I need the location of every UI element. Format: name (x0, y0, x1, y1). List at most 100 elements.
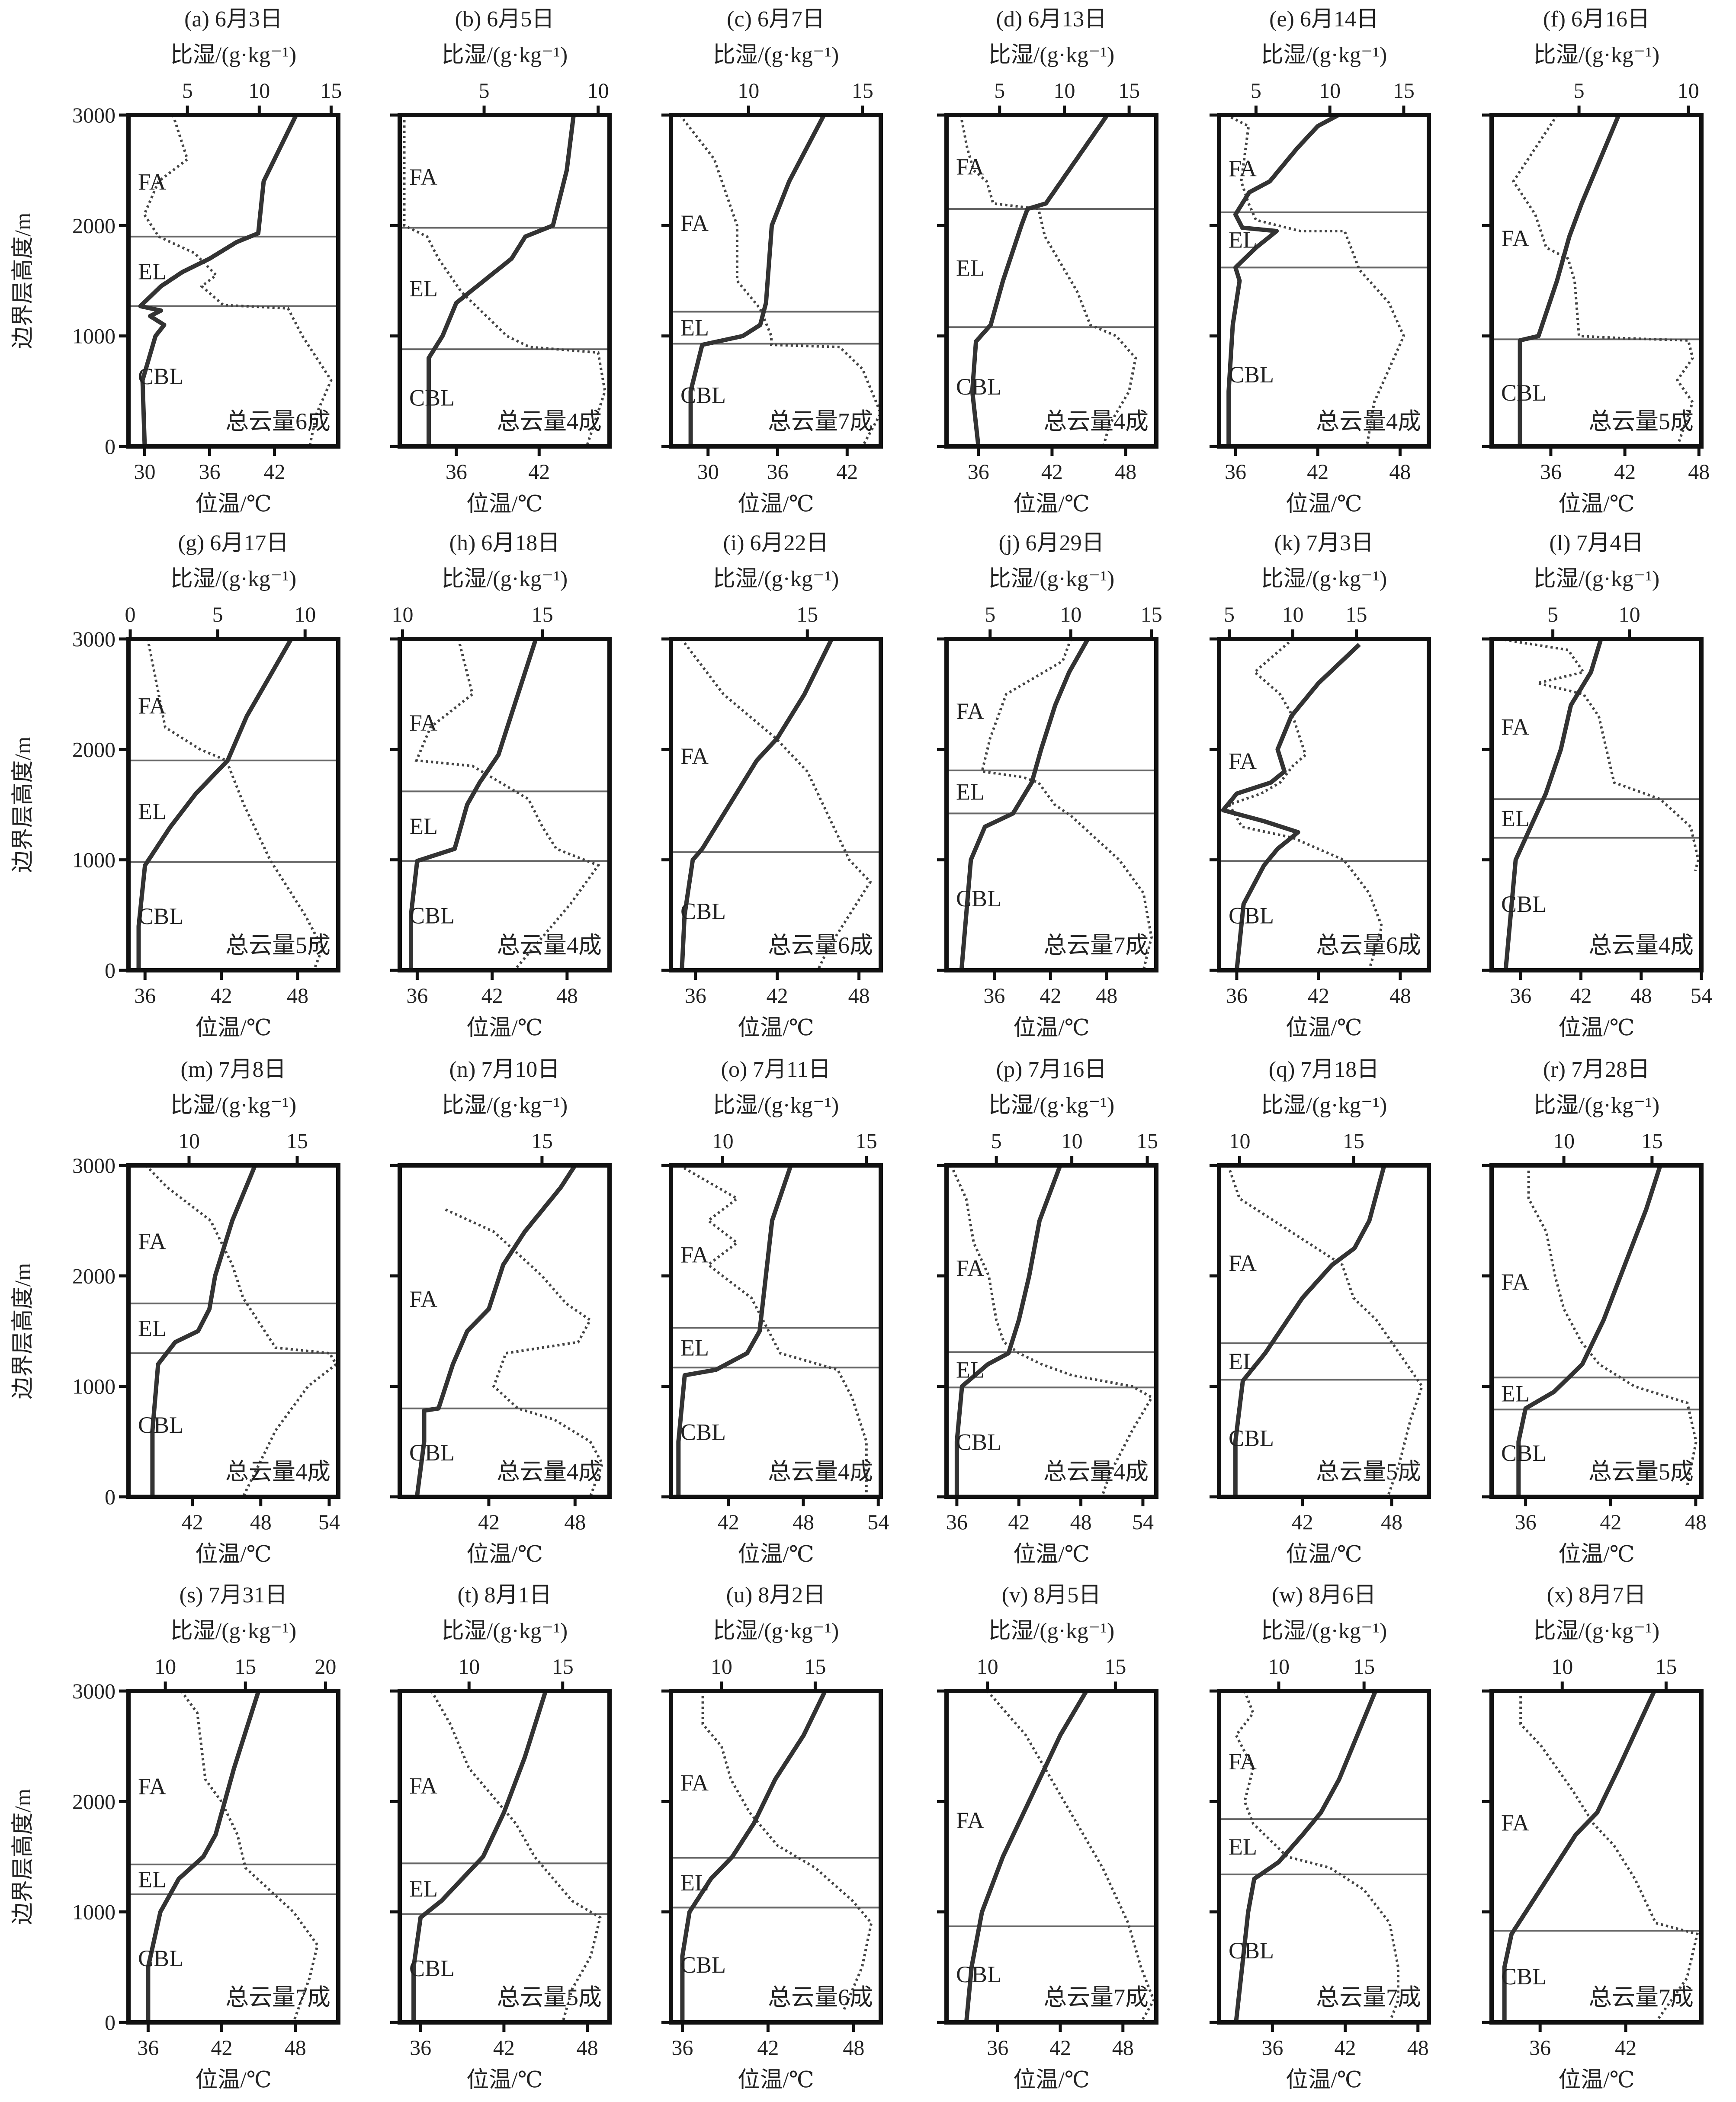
top-tick-label: 15 (1343, 1129, 1364, 1153)
bottom-tick-label: 36 (767, 459, 789, 484)
panel-title: (h) 6月18日 (449, 531, 560, 555)
top-tick-label: 10 (1060, 602, 1081, 626)
plot-frame (398, 637, 612, 972)
fa-label: FA (138, 1229, 166, 1255)
y-tick-label: 1000 (72, 324, 116, 348)
top-tick-label: 15 (856, 1129, 877, 1153)
top-tick-label: 10 (178, 1129, 200, 1153)
specific-humidity-line (1234, 1691, 1399, 2022)
panel-title: (a) 6月3日 (184, 7, 282, 32)
top-tick-label: 15 (552, 1654, 574, 1678)
potential-temperature-line (411, 1691, 548, 2022)
panel-title: (q) 7月18日 (1269, 1057, 1380, 1082)
top-tick-label: 5 (1574, 78, 1585, 103)
cbl-label: CBL (1501, 891, 1547, 917)
top-tick-label: 5 (991, 1129, 1002, 1153)
top-tick-label: 10 (1678, 78, 1699, 103)
cloud-cover-label: 总云量4成 (1316, 408, 1421, 434)
bottom-tick-label: 48 (577, 2035, 598, 2060)
el-label: EL (409, 276, 438, 302)
plot-frame (669, 1163, 883, 1499)
cbl-label: CBL (1501, 1440, 1547, 1466)
y-tick-label: 3000 (72, 103, 116, 127)
fa-label: FA (1501, 225, 1529, 251)
fa-label: FA (956, 1255, 984, 1281)
top-axis-label: 比湿/(g·kg⁻¹) (1261, 1093, 1387, 1118)
plot-frame (1217, 113, 1431, 449)
top-tick-label: 15 (1104, 1654, 1126, 1678)
panel-title: (g) 6月17日 (178, 531, 289, 555)
bottom-tick-label: 48 (848, 983, 870, 1008)
cloud-cover-label: 总云量4成 (497, 932, 602, 958)
panel-title: (w) 8月6日 (1272, 1583, 1376, 1608)
bottom-axis-label: 位温/℃ (195, 2068, 272, 2092)
cbl-label: CBL (956, 886, 1001, 911)
bottom-tick-label: 48 (1381, 1510, 1402, 1534)
bottom-axis-label: 位温/℃ (1286, 2068, 1362, 2092)
fa-label: FA (956, 1807, 984, 1833)
cloud-cover-label: 总云量7成 (1316, 1984, 1421, 2010)
bottom-tick-label: 36 (1540, 459, 1562, 484)
bottom-axis-label: 位温/℃ (466, 1542, 543, 1567)
bottom-axis-label: 位温/℃ (738, 492, 814, 517)
cbl-label: CBL (1501, 380, 1547, 406)
top-tick-label: 10 (587, 78, 609, 103)
plot-frame (669, 113, 883, 449)
cloud-cover-label: 总云量7成 (1043, 1984, 1149, 2010)
top-tick-label: 0 (125, 602, 136, 626)
cloud-cover-label: 总云量7成 (1588, 1984, 1694, 2010)
panel-title: (l) 7月4日 (1549, 531, 1643, 555)
y-tick-label: 1000 (72, 1900, 116, 1924)
fa-label: FA (409, 1773, 437, 1799)
top-tick-label: 15 (852, 78, 873, 103)
top-tick-label: 5 (479, 78, 490, 103)
bottom-tick-label: 42 (1307, 459, 1328, 484)
top-tick-label: 5 (985, 602, 995, 626)
bottom-axis-label: 位温/℃ (466, 492, 543, 517)
top-axis-label: 比湿/(g·kg⁻¹) (170, 43, 296, 67)
panel-title: (n) 7月10日 (449, 1057, 560, 1082)
bottom-tick-label: 48 (1115, 459, 1136, 484)
potential-temperature-line (1221, 643, 1361, 970)
specific-humidity-line (679, 1165, 868, 1497)
top-axis-label: 比湿/(g·kg⁻¹) (442, 1619, 568, 1643)
panel-title: (k) 7月3日 (1274, 531, 1374, 555)
top-tick-label: 15 (320, 78, 342, 103)
top-tick-label: 5 (212, 602, 223, 626)
panel-title: (s) 7月31日 (180, 1583, 288, 1608)
bottom-tick-label: 42 (1040, 983, 1061, 1008)
top-tick-label: 10 (711, 1654, 732, 1678)
specific-humidity-line (1226, 115, 1405, 446)
specific-humidity-line (143, 115, 333, 446)
bottom-tick-label: 42 (481, 983, 503, 1008)
bottom-tick-label: 42 (1041, 459, 1063, 484)
plot-frame (126, 1163, 340, 1499)
bottom-tick-label: 36 (987, 2035, 1008, 2060)
bottom-axis-label: 位温/℃ (195, 1016, 272, 1040)
y-tick-label: 3000 (72, 627, 116, 651)
bottom-tick-label: 42 (1308, 983, 1329, 1008)
y-axis-label: 边界层高度/m (11, 213, 35, 349)
bottom-tick-label: 36 (137, 2035, 159, 2060)
top-tick-label: 10 (1553, 1129, 1575, 1153)
cloud-cover-label: 总云量5成 (1588, 408, 1694, 434)
bottom-tick-label: 42 (1292, 1510, 1313, 1534)
panel-title: (c) 6月7日 (727, 7, 825, 32)
el-label: EL (680, 1335, 709, 1361)
y-tick-label: 1000 (72, 1374, 116, 1399)
bottom-axis-label: 位温/℃ (1013, 1542, 1090, 1567)
top-tick-label: 10 (1619, 602, 1640, 626)
bottom-tick-label: 42 (1049, 2035, 1071, 2060)
fa-label: FA (1501, 714, 1529, 740)
fa-label: FA (680, 743, 709, 769)
bottom-axis-label: 位温/℃ (195, 1542, 272, 1567)
y-axis-label: 边界层高度/m (11, 1263, 35, 1399)
bottom-tick-label: 48 (285, 2035, 306, 2060)
bottom-tick-label: 42 (264, 459, 286, 484)
fa-label: FA (409, 1286, 437, 1312)
panel-title: (b) 6月5日 (455, 7, 555, 32)
